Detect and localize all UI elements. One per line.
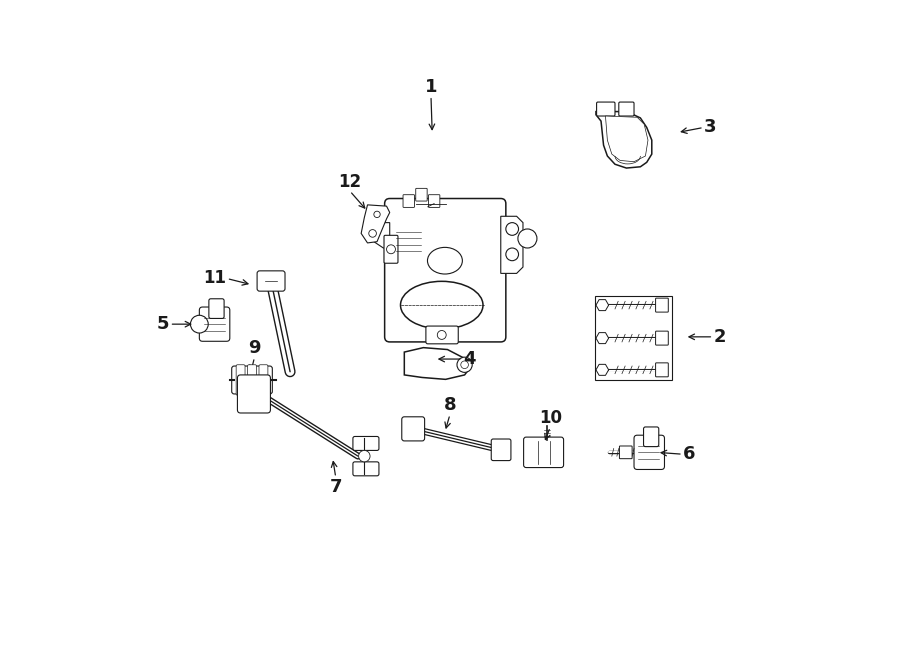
FancyBboxPatch shape xyxy=(416,188,428,201)
FancyBboxPatch shape xyxy=(426,326,458,344)
Text: 8: 8 xyxy=(444,396,456,414)
Text: 2: 2 xyxy=(714,328,725,346)
Text: 3: 3 xyxy=(704,118,716,136)
FancyBboxPatch shape xyxy=(655,298,669,312)
Text: 10: 10 xyxy=(539,409,562,427)
FancyBboxPatch shape xyxy=(619,102,634,116)
FancyBboxPatch shape xyxy=(597,102,615,116)
FancyBboxPatch shape xyxy=(248,365,256,395)
Text: 7: 7 xyxy=(329,478,342,496)
FancyBboxPatch shape xyxy=(619,446,632,459)
Polygon shape xyxy=(596,112,652,168)
Ellipse shape xyxy=(400,282,483,329)
FancyBboxPatch shape xyxy=(634,435,664,469)
FancyBboxPatch shape xyxy=(353,462,379,476)
FancyBboxPatch shape xyxy=(257,271,285,291)
Polygon shape xyxy=(606,116,648,162)
Text: 6: 6 xyxy=(683,446,696,463)
Circle shape xyxy=(369,229,376,237)
Circle shape xyxy=(386,245,395,254)
Text: 5: 5 xyxy=(157,315,169,333)
Text: 11: 11 xyxy=(203,270,227,288)
Circle shape xyxy=(374,212,380,217)
FancyBboxPatch shape xyxy=(524,437,563,467)
Circle shape xyxy=(506,223,518,235)
FancyBboxPatch shape xyxy=(644,427,659,447)
Circle shape xyxy=(461,361,468,369)
Text: 12: 12 xyxy=(338,173,361,191)
Circle shape xyxy=(358,450,370,462)
Text: 1: 1 xyxy=(425,78,437,96)
FancyBboxPatch shape xyxy=(403,195,415,208)
Polygon shape xyxy=(596,364,608,375)
FancyBboxPatch shape xyxy=(231,366,273,394)
FancyBboxPatch shape xyxy=(491,439,511,461)
Circle shape xyxy=(506,248,518,260)
FancyBboxPatch shape xyxy=(199,307,230,341)
Circle shape xyxy=(457,357,472,372)
FancyBboxPatch shape xyxy=(353,436,379,450)
Polygon shape xyxy=(361,205,390,243)
FancyBboxPatch shape xyxy=(384,235,398,263)
Polygon shape xyxy=(500,216,523,274)
FancyBboxPatch shape xyxy=(401,417,425,441)
FancyBboxPatch shape xyxy=(209,299,224,319)
Text: 9: 9 xyxy=(248,339,261,357)
FancyBboxPatch shape xyxy=(259,365,268,395)
FancyBboxPatch shape xyxy=(384,198,506,342)
Circle shape xyxy=(191,315,208,333)
FancyBboxPatch shape xyxy=(428,195,440,208)
FancyBboxPatch shape xyxy=(236,365,245,395)
FancyBboxPatch shape xyxy=(655,363,669,377)
Ellipse shape xyxy=(428,247,463,274)
FancyBboxPatch shape xyxy=(655,331,669,345)
Circle shape xyxy=(518,229,537,248)
Circle shape xyxy=(437,330,446,339)
Polygon shape xyxy=(596,332,608,344)
Polygon shape xyxy=(596,299,608,311)
FancyBboxPatch shape xyxy=(238,375,270,413)
Polygon shape xyxy=(404,348,471,379)
Text: 4: 4 xyxy=(463,350,475,368)
Polygon shape xyxy=(374,223,390,248)
